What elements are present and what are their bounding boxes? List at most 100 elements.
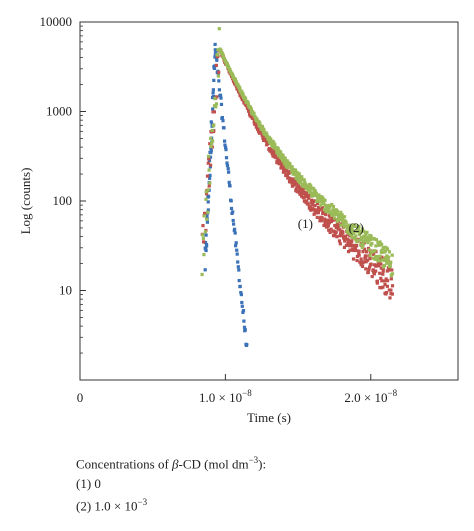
series-2-point [267,135,271,139]
series-2-point [347,223,351,227]
series-2-point [233,77,237,82]
series-2-point [303,180,307,184]
prompt-point [203,240,208,245]
series-2-point [305,184,310,189]
series-1-point [202,240,206,244]
series-2-point [366,236,370,240]
series-2-point [332,216,337,220]
series-1-point [349,241,353,245]
prompt-point [209,151,213,155]
series-2-point [387,250,391,254]
series-2-point [279,156,284,160]
series-1-point [378,271,382,275]
series-1-point [263,137,268,141]
series-1-point [303,192,307,196]
series-2-point [376,259,380,263]
series-2-point [293,168,297,172]
series-2-point [362,229,366,233]
series-2-point [357,238,361,242]
curve-annotations: (1) (2) [298,216,364,235]
prompt-point [241,310,245,314]
series-1-point [372,252,376,256]
series-1-point [308,204,312,208]
series-2-point [382,258,386,263]
series-2-point [225,62,229,66]
series-1-point [365,250,369,254]
series-2-point [302,178,306,182]
prompt-point [204,243,209,247]
prompt-point [225,161,229,165]
prompt-point [215,58,219,62]
series-2-point [369,243,373,247]
series-1-point [329,227,333,231]
series-1-point [331,218,335,222]
series-1-point [315,202,320,206]
prompt-point [205,220,209,224]
series-1-point [325,218,329,222]
series-2-point [385,254,389,258]
series-2-point [346,228,350,232]
series-1-point [248,112,252,116]
series-2-point [337,216,341,220]
series-1-point [201,224,205,228]
series-1-point [383,283,387,287]
series-1-point [335,235,339,239]
series-1-point [369,262,373,266]
series-2-point [373,257,377,261]
x-axis-title: Time (s) [247,410,291,425]
prompt-point [229,206,234,211]
series-2-point [216,48,220,52]
x-axis-ticks: 0 1.0 × 10−8 2.0 × 10−8 [77,374,398,405]
series-2-point [265,133,269,137]
series-2-point [331,204,335,209]
series-2-point [323,203,327,207]
series-2-point [380,248,384,253]
series-2-point [352,231,356,235]
prompt-point [208,176,212,180]
series-2-point [371,256,375,260]
prompt-point [229,199,233,203]
series-2-point [319,203,323,207]
series-1-point [355,254,359,258]
series-2-point [360,227,364,231]
series-2-point [206,154,211,158]
series-2-point [373,249,377,253]
series-1-point [384,277,388,281]
series-1-point [388,296,392,300]
series-1-point [317,206,321,210]
prompt-point [232,222,236,226]
series-1-point [346,241,350,245]
prompt-point [207,194,211,198]
series-2-point [388,262,392,266]
y-axis-ticks: 10 100 1000 10000 [40,14,86,354]
series-2-point [341,216,345,220]
series-2-point [342,215,347,219]
series-1-point [312,199,316,203]
prompt-point [211,107,215,111]
series-2-point [290,169,295,173]
series-1-point [322,210,326,214]
series-1-point [377,264,381,268]
series-2-point [389,260,393,264]
prompt-point [240,304,244,308]
series-2-point [211,139,215,143]
series-2-point [306,186,310,190]
series-1-point [291,179,295,183]
prompt-point [206,200,210,204]
series-2-point [335,209,339,213]
series-1-point [368,265,372,269]
prompt-point [224,156,229,160]
series-1-point [380,279,384,283]
series-1-point [337,239,342,243]
series-2-point [286,163,290,167]
series-2-point [210,141,214,145]
series-2-point [290,165,294,169]
series-1-point [334,230,338,234]
series-1-point [366,258,370,262]
prompt-point [223,139,227,143]
series-1-point [323,222,327,227]
series-1-point [359,257,363,261]
series-1-point [292,181,296,185]
series-2-point [364,237,368,241]
series-2-point [320,200,324,204]
